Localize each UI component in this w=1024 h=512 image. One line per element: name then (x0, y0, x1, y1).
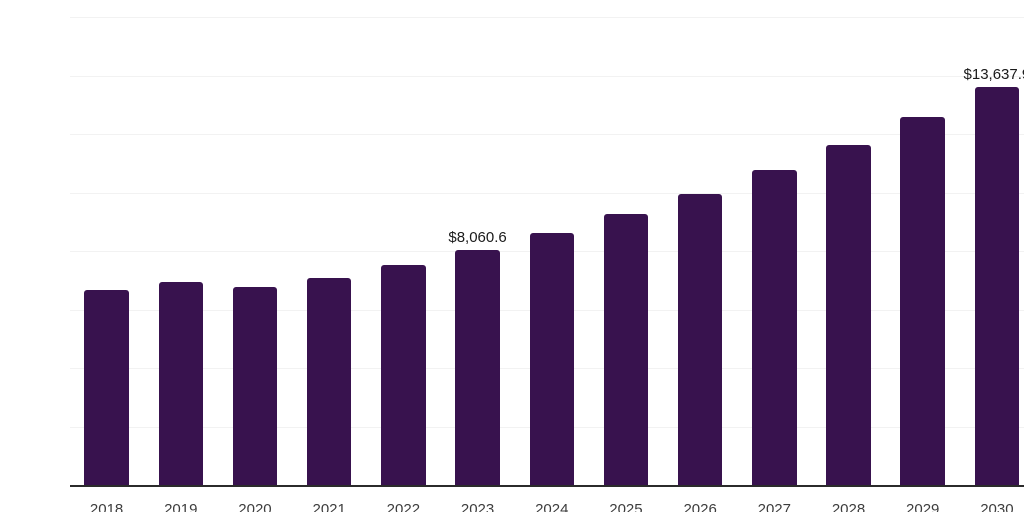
data-label-2030: $13,637.9 (963, 65, 1024, 83)
bar-2021[interactable] (306, 278, 352, 486)
data-label-2023: $8,060.6 (448, 228, 507, 246)
bar-2025[interactable] (603, 213, 649, 486)
x-axis-line (69, 485, 1024, 487)
gridline (69, 17, 1024, 18)
x-tick-2029: 2029 (906, 501, 940, 512)
bar-2026[interactable] (677, 193, 723, 486)
bar-2019[interactable] (158, 282, 204, 486)
x-tick-2030: 2030 (980, 501, 1014, 512)
x-tick-2025: 2025 (609, 501, 643, 512)
x-tick-2020: 2020 (238, 501, 272, 512)
gridline (69, 134, 1024, 136)
x-tick-2028: 2028 (831, 501, 866, 512)
bar-chart: 2018 2019 2020 2021 2022 2023 2024 2025 2026 2027… (40, 16, 1024, 512)
bar-2029[interactable] (900, 117, 945, 486)
x-tick-2026: 2026 (683, 501, 717, 512)
bar-2018[interactable] (84, 289, 129, 486)
x-tick-2022: 2022 (386, 501, 421, 512)
x-tick-2019: 2019 (164, 501, 198, 512)
bar-2023[interactable] (455, 249, 500, 486)
x-tick-2021: 2021 (312, 501, 346, 512)
bar-2028[interactable] (826, 144, 871, 486)
gridline (69, 75, 1024, 77)
gridline (69, 192, 1024, 194)
bar-2022[interactable] (381, 265, 426, 486)
bar-2030[interactable] (974, 86, 1020, 486)
x-tick-2024: 2024 (535, 501, 569, 512)
x-tick-2018: 2018 (89, 501, 124, 512)
x-tick-2027: 2027 (757, 501, 791, 512)
bar-2027[interactable] (752, 170, 797, 486)
bar-2020[interactable] (232, 286, 278, 486)
bar-2024[interactable] (529, 233, 574, 486)
x-tick-2023: 2023 (460, 501, 495, 512)
